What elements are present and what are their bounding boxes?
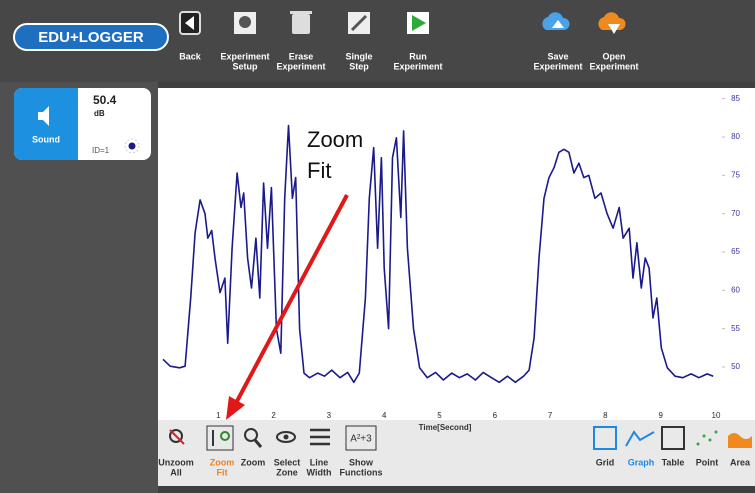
toolbar-label: Back: [179, 51, 202, 61]
toolbar-label: Run: [409, 51, 427, 61]
tool-label: Grid: [596, 457, 615, 467]
y-tick-label: 60: [731, 285, 740, 294]
x-tick-label: 2: [271, 411, 276, 420]
y-tick-label: 70: [731, 209, 740, 218]
icon-shape: A²+3: [350, 434, 372, 445]
toolbar-label: Experiment: [393, 61, 442, 71]
tool-label: All: [170, 467, 182, 477]
x-tick-label: 10: [712, 411, 721, 420]
zoom-icon[interactable]: [244, 428, 258, 442]
tool-label: Area: [730, 457, 751, 467]
toolbar-icons: [179, 11, 626, 35]
bottom-toolbar: [158, 420, 755, 486]
sensor-id: ID=1: [92, 146, 110, 155]
icon-shape: [350, 14, 368, 32]
toolbar-label: Experiment: [220, 51, 269, 61]
table-icon[interactable]: [661, 426, 685, 450]
sensor-name: Sound: [32, 134, 60, 144]
tool-label: Unzoom: [158, 457, 194, 467]
y-tick-label: 65: [731, 247, 740, 256]
annotation-text: Zoom: [307, 127, 363, 152]
toolbar-label: Single: [345, 51, 372, 61]
save-icon[interactable]: [542, 12, 570, 30]
toolbar-label: Open: [602, 51, 625, 61]
tool-label: Zoom: [241, 457, 266, 467]
icon-shape: [412, 15, 426, 31]
logo-text: EDU+LOGGER: [38, 29, 144, 46]
zoomfit-icon[interactable]: [206, 425, 234, 451]
unzoom-icon[interactable]: [169, 429, 183, 443]
toolbar-label: Erase: [289, 51, 314, 61]
icon-shape: [185, 16, 194, 30]
linewidth-icon[interactable]: [310, 428, 330, 446]
y-tick-label: 55: [731, 324, 740, 333]
toolbar-label: Step: [349, 61, 369, 71]
tool-label: Fit: [217, 467, 228, 477]
tool-label: Select: [274, 457, 301, 467]
tool-label: Zone: [276, 467, 298, 477]
tool-label: Zoom: [210, 457, 235, 467]
sensor-unit: dB: [94, 109, 105, 118]
y-tick-label: 80: [731, 132, 740, 141]
tool-label: Graph: [628, 457, 655, 467]
functions-icon[interactable]: [345, 425, 377, 451]
icon-shape: [290, 11, 312, 14]
x-tick-label: 4: [382, 411, 387, 420]
bottom-icons: A²+3: [169, 425, 752, 451]
graph-icon[interactable]: [625, 430, 655, 447]
x-tick-label: 6: [493, 411, 498, 420]
x-tick-label: 7: [548, 411, 553, 420]
icon-shape: [552, 20, 564, 28]
annotation-text: Fit: [307, 158, 331, 183]
sensor-dial: [124, 138, 140, 154]
icon-shape: [239, 16, 251, 28]
icon-shape: [283, 434, 289, 440]
x-tick-label: 9: [658, 411, 663, 420]
data-line: [162, 124, 714, 384]
tool-label: Width: [307, 467, 332, 477]
toolbar-label: Save: [547, 51, 568, 61]
icon-shape: [608, 24, 620, 34]
sensor-badge: [14, 88, 78, 160]
tool-label: Line: [310, 457, 329, 467]
tool-label: Table: [662, 457, 685, 467]
icon-shape: [169, 429, 185, 445]
toolbar-label: Experiment: [276, 61, 325, 71]
x-tick-label: 5: [437, 411, 442, 420]
select-icon[interactable]: [276, 431, 296, 443]
x-tick-label: 8: [603, 411, 608, 420]
tool-label: Point: [696, 457, 719, 467]
icon-shape: [253, 439, 263, 448]
annotation-arrow: [234, 194, 349, 404]
sensor-value: 50.4: [93, 93, 117, 107]
logo[interactable]: [13, 23, 169, 51]
point-icon[interactable]: [696, 430, 718, 446]
toolbar-label: Setup: [232, 61, 258, 71]
speaker-icon: [38, 106, 49, 126]
x-tick-label: 1: [216, 411, 221, 420]
x-tick-label: 3: [327, 411, 332, 420]
annotation-arrowhead: [226, 396, 245, 420]
y-tick-label: 75: [731, 170, 740, 179]
area-icon[interactable]: [728, 433, 752, 448]
grid-icon[interactable]: [593, 426, 617, 450]
icon-shape: [220, 431, 230, 441]
y-tick-label: 85: [731, 94, 740, 103]
toolbar-label: Experiment: [589, 61, 638, 71]
erase-icon[interactable]: [292, 14, 310, 34]
sensor-dot: [128, 142, 136, 150]
toolbar-label: Experiment: [533, 61, 582, 71]
x-axis-label: Time[Second]: [419, 423, 472, 432]
tool-label: Show: [349, 457, 374, 467]
y-tick-label: 50: [731, 362, 740, 371]
tool-label: Functions: [340, 467, 383, 477]
